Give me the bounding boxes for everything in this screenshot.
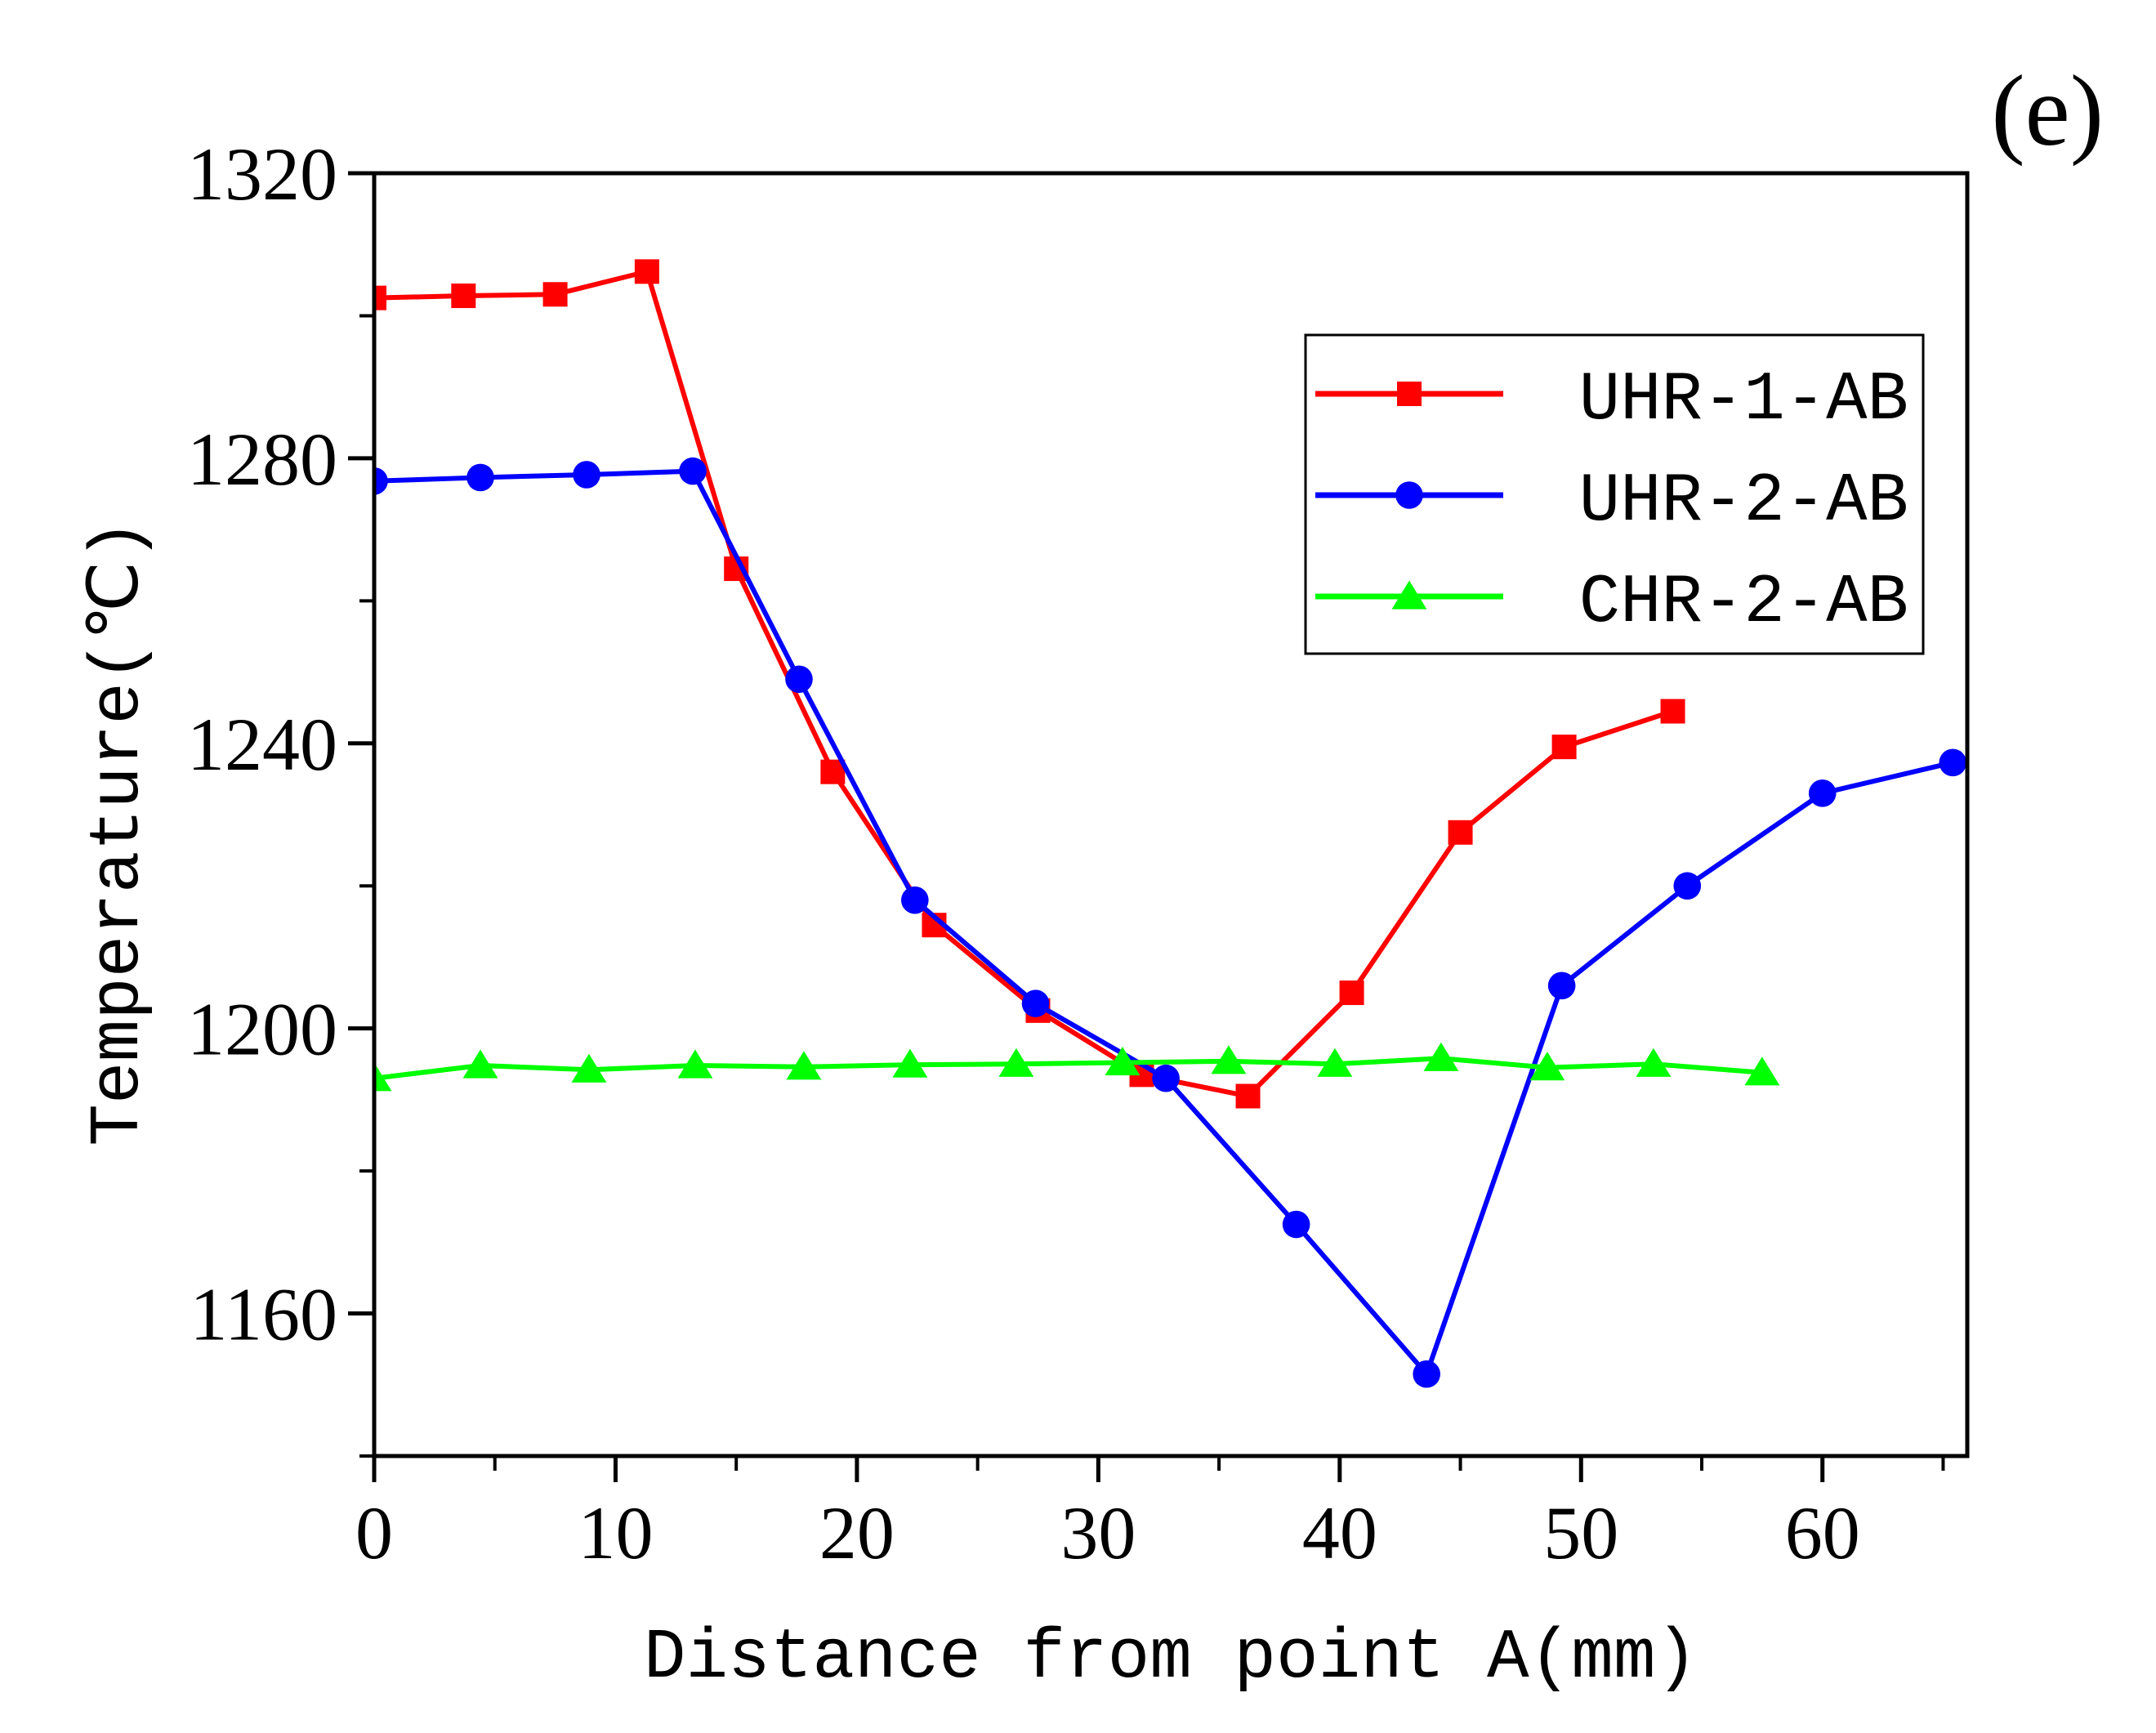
series-line-chr-2-ab [374, 1056, 1763, 1081]
data-point-uhr-1-ab [451, 284, 476, 309]
data-point-chr-2-ab [1105, 1047, 1140, 1076]
plot-frame [372, 171, 1970, 1458]
data-point-chr-2-ab [998, 1047, 1034, 1077]
plot-area [374, 259, 1967, 1388]
series-chr-2-ab [374, 1042, 1780, 1092]
legend-marker-chr-2-ab [1391, 580, 1427, 610]
data-point-uhr-2-ab [466, 463, 494, 492]
x-tick-label: 0 [355, 1491, 393, 1574]
series-line-uhr-1-ab [374, 269, 1674, 1099]
data-point-uhr-1-ab [1448, 820, 1473, 845]
y-axis-title: Temperature(℃) [78, 519, 158, 1146]
series-line-uhr-2-ab [374, 468, 1953, 1377]
data-point-chr-2-ab [462, 1049, 498, 1079]
legend-label-uhr-2-ab: UHR-2-AB [1579, 463, 1908, 541]
data-point-uhr-2-ab [374, 467, 388, 495]
x-axis-title: Distance from point A(mm) [644, 1618, 1698, 1698]
data-point-uhr-1-ab [1339, 980, 1364, 1006]
legend: UHR-1-AB UHR-2-AB CHR-2-AB [1304, 333, 1925, 655]
y-tick-label: 1280 [187, 418, 337, 501]
data-point-uhr-2-ab [1282, 1210, 1310, 1239]
data-point-chr-2-ab [374, 1062, 392, 1092]
y-tick-label: 1160 [190, 1273, 337, 1356]
plot-clip-group [374, 259, 1967, 1388]
y-tick-label: 1200 [187, 988, 337, 1071]
panel-label: (e) [1991, 55, 2104, 167]
y-tick-label: 1320 [187, 132, 337, 216]
x-tick-label: 60 [1785, 1491, 1860, 1574]
data-point-uhr-1-ab [542, 282, 568, 307]
data-point-chr-2-ab [1211, 1045, 1247, 1074]
data-point-chr-2-ab [892, 1048, 928, 1078]
data-point-uhr-2-ab [1808, 779, 1837, 807]
x-tick-label: 20 [819, 1491, 895, 1574]
data-point-chr-2-ab [1744, 1056, 1780, 1086]
y-tick-label: 1240 [187, 703, 337, 786]
x-tick-label: 30 [1060, 1491, 1136, 1574]
x-tick-label: 40 [1302, 1491, 1377, 1574]
x-tick-label: 10 [578, 1491, 653, 1574]
data-point-uhr-2-ab [573, 461, 600, 489]
data-point-uhr-2-ab [785, 665, 813, 694]
data-point-chr-2-ab [786, 1051, 822, 1080]
axes: 0 10 20 30 40 50 60 1160 1200 1240 1280 1320 [187, 132, 1945, 1574]
legend-marker-uhr-2-ab [1395, 481, 1423, 509]
data-point-uhr-1-ab [1660, 699, 1685, 724]
data-point-uhr-2-ab [1547, 971, 1576, 1000]
data-point-uhr-1-ab [634, 259, 659, 284]
data-point-chr-2-ab [1423, 1042, 1459, 1071]
series-uhr-2-ab [374, 457, 1967, 1388]
data-point-uhr-2-ab [901, 886, 929, 914]
data-point-uhr-2-ab [1939, 748, 1967, 777]
data-point-uhr-2-ab [1021, 989, 1050, 1017]
data-point-uhr-1-ab [1235, 1083, 1261, 1109]
legend-label-chr-2-ab: CHR-2-AB [1579, 565, 1908, 642]
x-tick-label: 50 [1543, 1491, 1618, 1574]
data-point-chr-2-ab [677, 1049, 713, 1079]
data-point-uhr-2-ab [1413, 1360, 1440, 1388]
data-point-chr-2-ab [1317, 1047, 1353, 1077]
data-point-uhr-2-ab [1673, 872, 1702, 900]
legend-marker-uhr-1-ab [1397, 382, 1422, 406]
data-point-chr-2-ab [1529, 1052, 1565, 1081]
data-point-chr-2-ab [1636, 1047, 1672, 1077]
data-point-uhr-1-ab [374, 285, 386, 310]
data-point-uhr-1-ab [1551, 735, 1577, 760]
legend-label-uhr-1-ab: UHR-1-AB [1579, 362, 1908, 440]
data-point-uhr-2-ab [1152, 1064, 1180, 1092]
data-point-chr-2-ab [571, 1053, 607, 1083]
data-point-uhr-2-ab [679, 457, 707, 485]
